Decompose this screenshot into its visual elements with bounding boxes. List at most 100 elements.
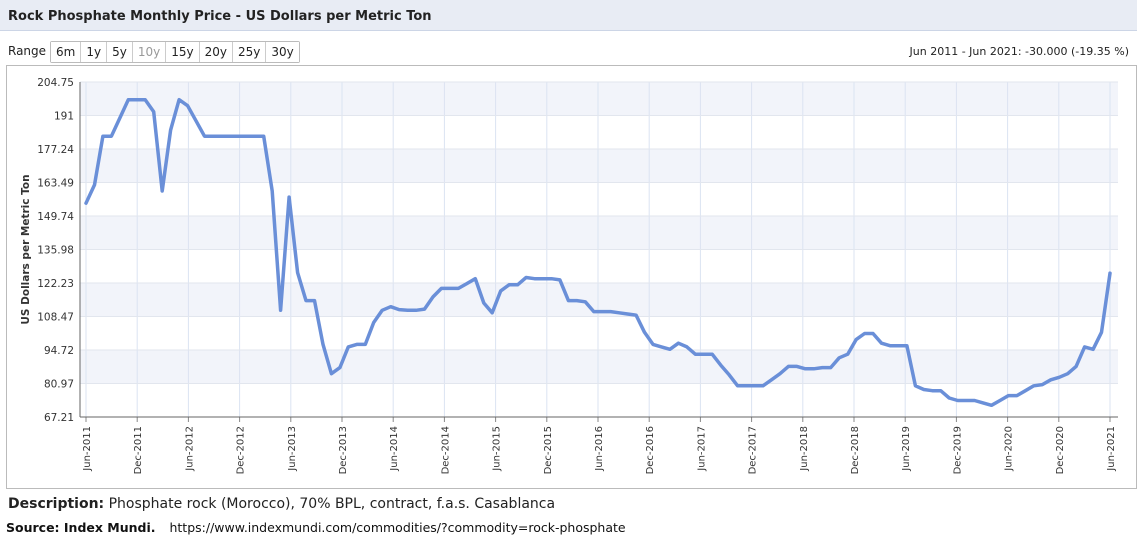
data-point[interactable] xyxy=(355,342,359,346)
data-point[interactable] xyxy=(981,401,985,405)
data-point[interactable] xyxy=(270,189,274,193)
data-point[interactable] xyxy=(499,289,503,293)
data-point[interactable] xyxy=(321,342,325,346)
data-point[interactable] xyxy=(84,201,88,205)
data-point[interactable] xyxy=(490,311,494,315)
range-button-5y[interactable]: 5y xyxy=(107,42,133,62)
data-point[interactable] xyxy=(211,134,215,138)
data-point[interactable] xyxy=(1049,378,1053,382)
data-point[interactable] xyxy=(126,98,130,102)
data-point[interactable] xyxy=(473,277,477,281)
data-point[interactable] xyxy=(592,310,596,314)
range-button-25y[interactable]: 25y xyxy=(232,42,267,62)
data-point[interactable] xyxy=(423,307,427,311)
data-point[interactable] xyxy=(998,399,1002,403)
data-point[interactable] xyxy=(939,389,943,393)
data-point[interactable] xyxy=(1066,372,1070,376)
data-point[interactable] xyxy=(829,366,833,370)
data-point[interactable] xyxy=(1091,347,1095,351)
data-point[interactable] xyxy=(651,342,655,346)
data-point[interactable] xyxy=(854,338,858,342)
range-button-20y[interactable]: 20y xyxy=(199,42,233,62)
range-button-1y[interactable]: 1y xyxy=(81,42,108,62)
range-button-15y[interactable]: 15y xyxy=(166,42,200,62)
data-point[interactable] xyxy=(346,345,350,349)
data-point[interactable] xyxy=(913,384,917,388)
data-point[interactable] xyxy=(702,352,706,356)
data-point[interactable] xyxy=(617,311,621,315)
data-point[interactable] xyxy=(626,312,630,316)
data-point[interactable] xyxy=(736,384,740,388)
data-point[interactable] xyxy=(863,332,867,336)
data-point[interactable] xyxy=(313,299,317,303)
data-point[interactable] xyxy=(135,98,139,102)
data-point[interactable] xyxy=(786,364,790,368)
data-point[interactable] xyxy=(956,399,960,403)
data-point[interactable] xyxy=(1023,389,1027,393)
data-point[interactable] xyxy=(524,276,528,280)
data-point[interactable] xyxy=(245,134,249,138)
data-point[interactable] xyxy=(380,308,384,312)
data-point[interactable] xyxy=(160,189,164,193)
data-point[interactable] xyxy=(753,384,757,388)
data-point[interactable] xyxy=(744,384,748,388)
data-point[interactable] xyxy=(600,310,604,314)
data-point[interactable] xyxy=(871,332,875,336)
data-point[interactable] xyxy=(101,134,105,138)
data-point[interactable] xyxy=(1108,271,1112,275)
data-point[interactable] xyxy=(710,352,714,356)
data-point[interactable] xyxy=(93,183,97,187)
range-button-30y[interactable]: 30y xyxy=(266,42,299,62)
data-point[interactable] xyxy=(516,283,520,287)
data-point[interactable] xyxy=(228,134,232,138)
data-point[interactable] xyxy=(1015,394,1019,398)
data-point[interactable] xyxy=(973,399,977,403)
data-point[interactable] xyxy=(676,341,680,345)
range-button-6m[interactable]: 6m xyxy=(51,42,82,62)
data-point[interactable] xyxy=(389,305,393,309)
data-point[interactable] xyxy=(338,366,342,370)
data-point[interactable] xyxy=(507,283,511,287)
data-point[interactable] xyxy=(109,134,113,138)
data-point[interactable] xyxy=(1040,383,1044,387)
data-point[interactable] xyxy=(169,128,173,132)
data-point[interactable] xyxy=(414,308,418,312)
data-point[interactable] xyxy=(262,134,266,138)
data-point[interactable] xyxy=(880,341,884,345)
data-point[interactable] xyxy=(431,295,435,299)
data-point[interactable] xyxy=(194,119,198,123)
data-point[interactable] xyxy=(372,321,376,325)
data-point[interactable] xyxy=(279,308,283,312)
data-point[interactable] xyxy=(964,399,968,403)
data-point[interactable] xyxy=(803,367,807,371)
source-link[interactable]: https://www.indexmundi.com/commodities/?… xyxy=(169,520,626,535)
data-point[interactable] xyxy=(406,308,410,312)
data-point[interactable] xyxy=(795,364,799,368)
data-point[interactable] xyxy=(118,116,122,120)
data-point[interactable] xyxy=(820,366,824,370)
data-point[interactable] xyxy=(439,286,443,290)
data-point[interactable] xyxy=(219,134,223,138)
data-point[interactable] xyxy=(177,98,181,102)
data-point[interactable] xyxy=(727,373,731,377)
data-point[interactable] xyxy=(397,308,401,312)
data-point[interactable] xyxy=(1006,394,1010,398)
data-point[interactable] xyxy=(888,344,892,348)
data-point[interactable] xyxy=(456,286,460,290)
data-point[interactable] xyxy=(660,345,664,349)
data-point[interactable] xyxy=(837,356,841,360)
data-point[interactable] xyxy=(533,277,537,281)
data-point[interactable] xyxy=(363,342,367,346)
data-point[interactable] xyxy=(329,372,333,376)
data-point[interactable] xyxy=(253,134,257,138)
data-point[interactable] xyxy=(930,389,934,393)
data-point[interactable] xyxy=(186,104,190,108)
data-point[interactable] xyxy=(287,195,291,199)
data-point[interactable] xyxy=(304,299,308,303)
data-point[interactable] xyxy=(643,330,647,334)
data-point[interactable] xyxy=(575,299,579,303)
data-point[interactable] xyxy=(990,403,994,407)
data-point[interactable] xyxy=(812,367,816,371)
data-point[interactable] xyxy=(778,372,782,376)
data-point[interactable] xyxy=(668,347,672,351)
